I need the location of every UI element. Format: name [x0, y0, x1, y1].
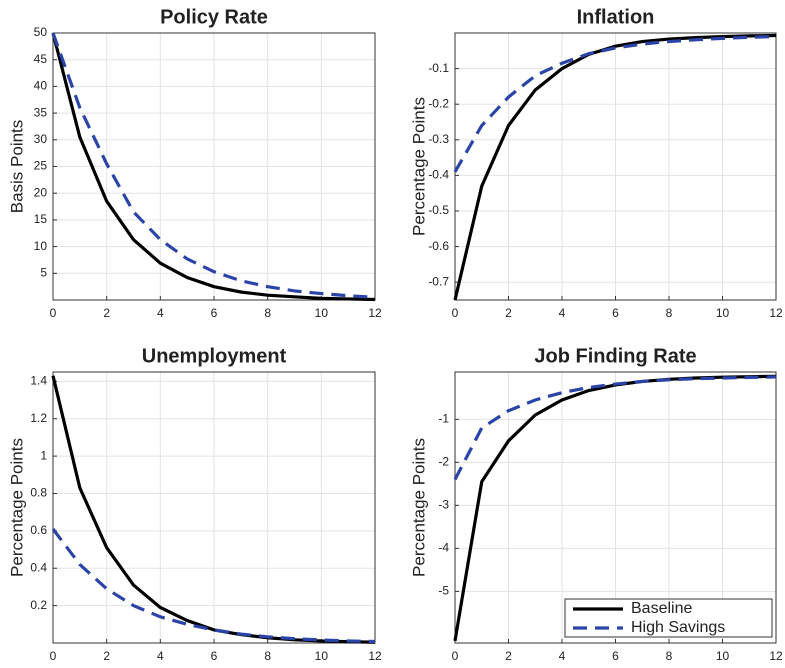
subplot: 0 2 4 6 8 10 12 -0.7 -0.6 -0.5 -0.4 -0.3 -0.2 -0.1 Inf… — [409, 6, 783, 320]
y-tick-label: -0.2 — [428, 96, 449, 110]
series-line — [453, 375, 777, 481]
series-line — [453, 33, 777, 301]
x-tick-label: 10 — [716, 649, 730, 663]
x-tick-label: 2 — [505, 306, 512, 320]
chart-title: Job Finding Rate — [534, 345, 696, 367]
y-tick-label: 1.2 — [30, 411, 47, 425]
legend: Baseline High Savings — [564, 598, 773, 638]
axes-box — [52, 371, 376, 644]
x-tick-label: 6 — [211, 649, 218, 663]
series-line — [51, 32, 376, 299]
axes-box — [52, 32, 376, 301]
x-tick-label: 12 — [769, 306, 783, 320]
y-tick-label: -5 — [438, 584, 449, 598]
x-tick-label: 10 — [716, 306, 730, 320]
x-tick-label: 0 — [50, 306, 57, 320]
y-tick-label: -0.5 — [428, 203, 449, 217]
x-tick-label: 8 — [264, 306, 271, 320]
x-tick-label: 4 — [157, 649, 164, 663]
x-tick-label: 12 — [368, 306, 382, 320]
y-tick-label: 1.4 — [30, 374, 47, 388]
y-axis-label: Basis Points — [7, 120, 26, 214]
x-tick-label: 4 — [559, 306, 566, 320]
x-tick-label: 6 — [612, 306, 619, 320]
x-tick-label: 8 — [666, 649, 673, 663]
series-line — [51, 375, 376, 644]
x-tick-label: 4 — [157, 306, 164, 320]
legend-label: High Savings — [631, 619, 725, 636]
y-tick-label: 40 — [34, 79, 48, 93]
y-tick-label: 30 — [34, 132, 48, 146]
y-tick-label: 5 — [40, 265, 47, 279]
chart-title: Policy Rate — [160, 6, 268, 28]
x-tick-label: 2 — [103, 306, 110, 320]
series-line — [51, 32, 376, 302]
axes-box — [454, 32, 777, 301]
y-tick-label: -3 — [438, 498, 449, 512]
y-tick-label: 0.8 — [30, 486, 47, 500]
y-tick-label: 20 — [34, 185, 48, 199]
y-tick-label: 0.2 — [30, 598, 47, 612]
x-tick-label: 12 — [368, 649, 382, 663]
y-tick-label: 0.4 — [30, 560, 47, 574]
x-tick-label: 2 — [103, 649, 110, 663]
y-tick-label: -0.7 — [428, 274, 449, 288]
y-tick-label: 10 — [34, 239, 48, 253]
y-tick-label: -0.3 — [428, 132, 449, 146]
y-tick-label: -0.4 — [428, 168, 449, 182]
y-tick-label: 15 — [34, 212, 48, 226]
y-axis-label: Percentage Points — [7, 438, 26, 577]
subplot: 0 2 4 6 8 10 12 -5 -4 -3 -2 -1 Job Finding Rate Perce… — [409, 345, 783, 663]
y-tick-label: -0.6 — [428, 239, 449, 253]
y-tick-label: 45 — [34, 52, 48, 66]
y-tick-label: 1 — [40, 448, 47, 462]
y-axis-label: Percentage Points — [409, 97, 428, 236]
x-tick-label: 6 — [211, 306, 218, 320]
x-tick-label: 8 — [666, 306, 673, 320]
axes-box — [454, 371, 777, 644]
y-tick-label: -0.1 — [428, 61, 449, 75]
x-tick-label: 6 — [612, 649, 619, 663]
series-line — [453, 34, 777, 173]
y-tick-label: 0.6 — [30, 523, 47, 537]
x-tick-label: 4 — [559, 649, 566, 663]
x-tick-label: 0 — [50, 649, 57, 663]
subplot: 0 2 4 6 8 10 12 5 10 15 20 25 30 35 40 45 50 Policy Rate B… — [7, 6, 382, 320]
legend-box — [564, 598, 773, 638]
chart-title: Inflation — [577, 6, 655, 28]
y-tick-label: 50 — [34, 25, 48, 39]
x-tick-label: 8 — [264, 649, 271, 663]
legend-label: Baseline — [631, 600, 692, 617]
y-tick-label: -1 — [438, 411, 449, 425]
x-tick-label: 2 — [505, 649, 512, 663]
y-tick-label: -4 — [438, 541, 449, 555]
chart-title: Unemployment — [142, 345, 287, 367]
subplot: 0 2 4 6 8 10 12 0.2 0.4 0.6 0.8 1 1.2 1.4 Unemployment… — [7, 345, 382, 663]
x-tick-label: 12 — [769, 649, 783, 663]
x-tick-label: 0 — [452, 306, 459, 320]
y-axis-label: Percentage Points — [409, 438, 428, 577]
y-tick-label: 25 — [34, 159, 48, 173]
y-tick-label: 35 — [34, 105, 48, 119]
y-tick-label: -2 — [438, 455, 449, 469]
x-tick-label: 0 — [452, 649, 459, 663]
x-tick-label: 10 — [315, 649, 329, 663]
x-tick-label: 10 — [315, 306, 329, 320]
